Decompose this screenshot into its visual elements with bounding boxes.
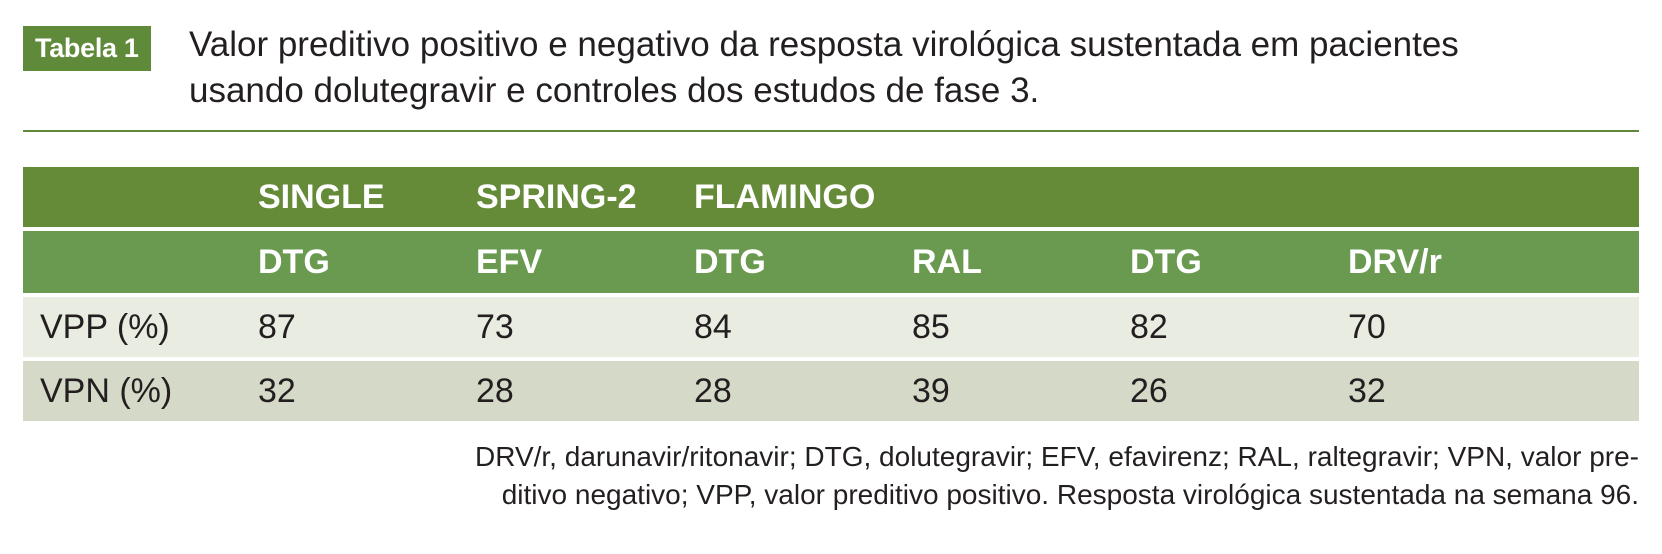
table-cell: 32 [258,361,476,421]
header-divider [23,130,1639,132]
footnote-line-2: ditivo negativo; VPP, valor preditivo po… [501,479,1639,510]
table-cell: 28 [694,361,912,421]
table-cell: 87 [258,297,476,357]
drug-header: DTG [258,231,476,293]
data-table: SINGLE SPRING-2 FLAMINGO DTG EFV DTG RAL… [23,167,1639,421]
drug-header: EFV [476,231,694,293]
table-cell: 82 [1130,297,1348,357]
table-number-badge: Tabela 1 [23,26,151,71]
table-cell: 39 [912,361,1130,421]
study-single: SINGLE [258,167,476,227]
drug-header: DTG [694,231,912,293]
table-row: VPP (%) 87 73 84 85 82 70 [23,297,1639,357]
row-label: VPP (%) [23,297,258,357]
table-cell: 73 [476,297,694,357]
row-label: VPN (%) [23,361,258,421]
table-cell: 84 [694,297,912,357]
table-cell: 32 [1348,361,1639,421]
table-cell: 28 [476,361,694,421]
study-spring-2: SPRING-2 [476,167,694,227]
drug-header: RAL [912,231,1130,293]
drug-header: DRV/r [1348,231,1639,293]
table-cell: 70 [1348,297,1639,357]
table-title-line-2: usando dolutegravir e controles dos estu… [189,71,1040,110]
study-header-row: SINGLE SPRING-2 FLAMINGO [23,167,1639,227]
drug-header: DTG [1130,231,1348,293]
corner-cell [23,167,258,227]
table-title: Valor preditivo positivo e negativo da r… [189,22,1629,114]
table-footnote: DRV/r, darunavir/ritonavir; DTG, doluteg… [409,438,1639,514]
drug-header-row: DTG EFV DTG RAL DTG DRV/r [23,231,1639,293]
table-title-line-1: Valor preditivo positivo e negativo da r… [189,25,1459,64]
table-cell: 85 [912,297,1130,357]
footnote-line-1: DRV/r, darunavir/ritonavir; DTG, doluteg… [475,441,1639,472]
table-row: VPN (%) 32 28 28 39 26 32 [23,361,1639,421]
table-cell: 26 [1130,361,1348,421]
study-flamingo: FLAMINGO [694,167,912,227]
